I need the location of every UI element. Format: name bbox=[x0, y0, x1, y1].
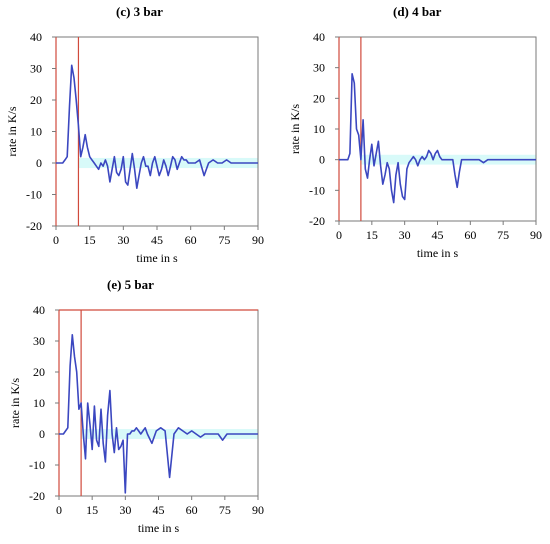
y-tick-label-d: -20 bbox=[309, 214, 325, 228]
y-tick-label-e: -10 bbox=[29, 458, 45, 472]
chart-panel-c: (c) 3 bar 40 30 20 10 0 -10 -20 0 15 30 45 60 75 90 tim… bbox=[5, 4, 264, 265]
series-line-e bbox=[59, 333, 258, 494]
x-tick-label-e: 75 bbox=[219, 503, 231, 517]
x-axis-label-c: time in s bbox=[136, 251, 178, 265]
x-tick-label-e: 90 bbox=[252, 503, 264, 517]
chart-panel-d: (d) 4 bar 40 30 20 10 0 -10 -20 0 15 30 45 60 75 90 tim… bbox=[288, 4, 542, 260]
y-tick-label-d: -10 bbox=[309, 183, 325, 197]
y-tick-label-c: 10 bbox=[30, 125, 42, 139]
y-tick-label-e: -20 bbox=[29, 489, 45, 503]
y-tick-label-d: 0 bbox=[319, 153, 325, 167]
x-tick-label-d: 45 bbox=[432, 228, 444, 242]
y-tick-label-d: 30 bbox=[313, 61, 325, 75]
y-tick-label-e: 0 bbox=[39, 427, 45, 441]
y-tick-label-e: 30 bbox=[33, 334, 45, 348]
y-axis-label-d: rate in K/s bbox=[288, 104, 302, 154]
x-tick-label-e: 30 bbox=[119, 503, 131, 517]
x-tick-label-e: 60 bbox=[186, 503, 198, 517]
x-tick-label-d: 30 bbox=[399, 228, 411, 242]
y-tick-label-e: 40 bbox=[33, 303, 45, 317]
x-axis-label-e: time in s bbox=[138, 521, 180, 535]
x-tick-label-c: 75 bbox=[218, 233, 230, 247]
x-tick-label-c: 90 bbox=[252, 233, 264, 247]
series-line-d bbox=[339, 73, 536, 204]
x-tick-label-d: 0 bbox=[336, 228, 342, 242]
y-axis-label-c: rate in K/s bbox=[5, 106, 19, 156]
x-tick-label-d: 75 bbox=[497, 228, 509, 242]
y-tick-label-c: -10 bbox=[26, 188, 42, 202]
y-tick-label-c: 0 bbox=[36, 156, 42, 170]
noise-band-e bbox=[81, 429, 258, 439]
y-tick-label-c: 30 bbox=[30, 62, 42, 76]
x-tick-label-c: 30 bbox=[117, 233, 129, 247]
plot-frame-d bbox=[338, 36, 537, 222]
chart-title-e: (e) 5 bar bbox=[107, 277, 154, 292]
y-tick-label-c: -20 bbox=[26, 219, 42, 233]
y-tick-label-c: 20 bbox=[30, 93, 42, 107]
y-tick-label-d: 20 bbox=[313, 91, 325, 105]
y-tick-label-e: 20 bbox=[33, 365, 45, 379]
plot-frame-c bbox=[55, 36, 259, 227]
y-axis-label-e: rate in K/s bbox=[8, 378, 22, 428]
x-tick-label-e: 45 bbox=[153, 503, 165, 517]
y-tick-label-d: 10 bbox=[313, 122, 325, 136]
x-tick-label-c: 45 bbox=[151, 233, 163, 247]
x-tick-label-d: 90 bbox=[530, 228, 542, 242]
y-tick-label-e: 10 bbox=[33, 396, 45, 410]
x-tick-label-c: 60 bbox=[185, 233, 197, 247]
chart-title-c: (c) 3 bar bbox=[116, 4, 163, 19]
chart-title-d: (d) 4 bar bbox=[393, 4, 442, 19]
x-tick-label-d: 60 bbox=[464, 228, 476, 242]
y-tick-label-d: 40 bbox=[313, 30, 325, 44]
x-axis-label-d: time in s bbox=[417, 246, 459, 260]
noise-band-c bbox=[78, 157, 258, 169]
series-line-c bbox=[56, 64, 258, 189]
x-tick-label-d: 15 bbox=[366, 228, 378, 242]
chart-panel-e: (e) 5 bar 40 30 20 10 0 -10 -20 0 15 30 45 60 75 90 tim… bbox=[8, 277, 264, 535]
x-tick-label-c: 15 bbox=[84, 233, 96, 247]
y-tick-label-c: 40 bbox=[30, 30, 42, 44]
x-tick-label-c: 0 bbox=[53, 233, 59, 247]
x-tick-label-e: 15 bbox=[86, 503, 98, 517]
x-tick-label-e: 0 bbox=[56, 503, 62, 517]
plot-frame-e bbox=[58, 309, 259, 497]
